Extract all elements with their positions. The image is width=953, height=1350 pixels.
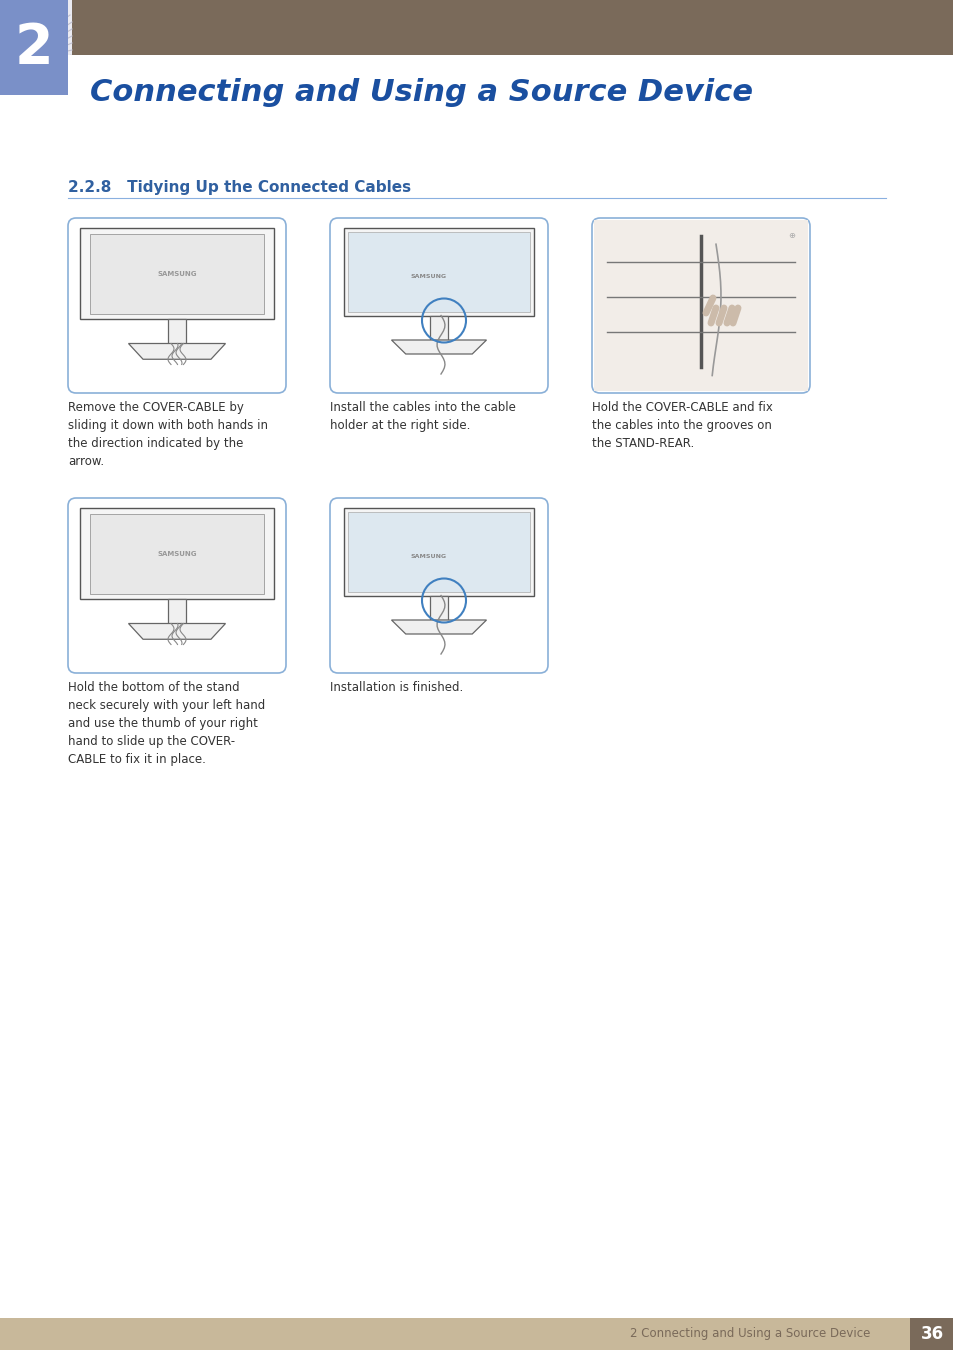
Polygon shape — [391, 340, 486, 354]
Bar — [344, 508, 534, 595]
Polygon shape — [129, 624, 225, 640]
Bar — [0, 0, 953, 55]
Bar — [594, 220, 807, 392]
Bar — [90, 235, 264, 315]
FancyBboxPatch shape — [330, 498, 547, 674]
Text: 2 Connecting and Using a Source Device: 2 Connecting and Using a Source Device — [629, 1327, 869, 1341]
Bar — [168, 599, 186, 624]
Bar — [0, 1318, 953, 1350]
Text: 2: 2 — [14, 20, 53, 74]
Text: SAMSUNG: SAMSUNG — [157, 270, 196, 277]
Polygon shape — [391, 620, 486, 634]
Text: Install the cables into the cable
holder at the right side.: Install the cables into the cable holder… — [330, 401, 516, 432]
Text: Hold the COVER-CABLE and fix
the cables into the grooves on
the STAND-REAR.: Hold the COVER-CABLE and fix the cables … — [592, 401, 772, 450]
Bar — [344, 228, 534, 316]
Bar — [348, 232, 530, 312]
Bar — [80, 228, 274, 319]
Text: Remove the COVER-CABLE by
sliding it down with both hands in
the direction indic: Remove the COVER-CABLE by sliding it dow… — [68, 401, 268, 468]
Bar — [80, 508, 274, 599]
FancyBboxPatch shape — [68, 498, 286, 674]
Text: SAMSUNG: SAMSUNG — [157, 551, 196, 556]
Bar — [0, 0, 68, 95]
Text: Hold the bottom of the stand
neck securely with your left hand
and use the thumb: Hold the bottom of the stand neck secure… — [68, 680, 265, 765]
Bar — [0, 55, 953, 130]
Text: SAMSUNG: SAMSUNG — [411, 554, 447, 559]
Text: ⊕: ⊕ — [788, 231, 795, 240]
FancyBboxPatch shape — [68, 217, 286, 393]
Polygon shape — [129, 343, 225, 359]
Bar — [909, 1318, 953, 1350]
Bar — [90, 514, 264, 594]
Bar — [0, 0, 71, 55]
Bar — [430, 595, 448, 620]
Text: 2.2.8   Tidying Up the Connected Cables: 2.2.8 Tidying Up the Connected Cables — [68, 180, 411, 194]
Text: Installation is finished.: Installation is finished. — [330, 680, 463, 694]
Bar — [168, 319, 186, 343]
Text: 36: 36 — [920, 1324, 943, 1343]
FancyBboxPatch shape — [592, 217, 809, 393]
Bar — [348, 512, 530, 591]
Text: Connecting and Using a Source Device: Connecting and Using a Source Device — [90, 78, 752, 107]
Text: SAMSUNG: SAMSUNG — [411, 274, 447, 278]
Bar — [430, 316, 448, 340]
FancyBboxPatch shape — [330, 217, 547, 393]
